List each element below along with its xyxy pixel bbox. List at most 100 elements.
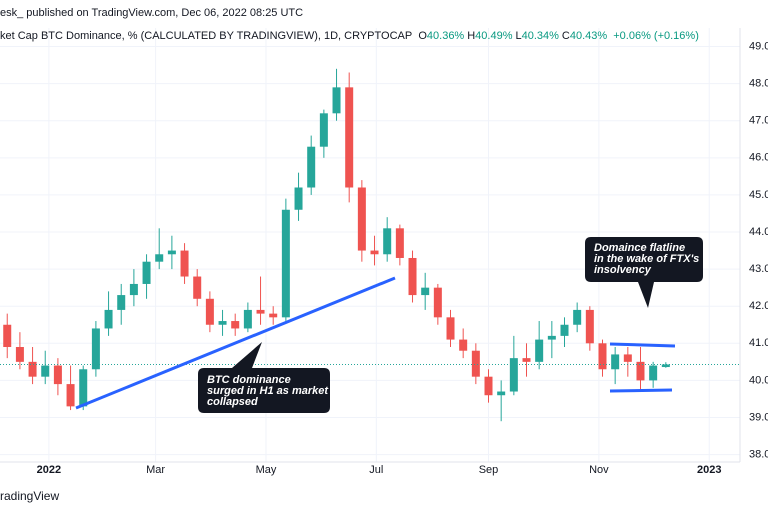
- symbol-title: ket Cap BTC Dominance, % (CALCULATED BY …: [0, 30, 413, 42]
- candle-body: [319, 113, 328, 147]
- ohlc-value: 40.49%: [475, 30, 513, 42]
- annotation-box: [585, 237, 703, 308]
- candle-body: [459, 339, 468, 351]
- annotation-text: insolvency: [594, 264, 652, 276]
- candles: [0, 68, 740, 422]
- y-tick-label: 48.00: [749, 78, 768, 90]
- candle-body: [332, 87, 341, 114]
- y-tick-label: 45.00: [749, 189, 768, 201]
- candle-body: [636, 361, 645, 381]
- candle-body: [497, 391, 506, 396]
- candle-body: [522, 358, 531, 362]
- channel-top: [609, 342, 676, 348]
- candle-body: [623, 354, 632, 362]
- candle-body: [231, 321, 240, 329]
- axes: 38.00 39.00 40.00 41.00 42.00 43.00 44.00 45.00…: [37, 40, 768, 475]
- candle-body: [446, 317, 455, 340]
- annotation: Domaince flatline in the wake of FTX's i…: [585, 237, 703, 308]
- x-tick-label: 2022: [37, 464, 61, 476]
- annotation: BTC dominance surged in H1 as market col…: [198, 342, 330, 413]
- candle-body: [281, 209, 290, 318]
- candle-body: [205, 298, 214, 325]
- candle-body: [180, 250, 189, 277]
- candle-body: [15, 347, 24, 362]
- x-tick-label: May: [256, 464, 277, 476]
- ohlc-value: 40.43%: [569, 30, 608, 42]
- candle-body: [129, 283, 138, 296]
- candle-body: [53, 365, 62, 385]
- candle-body: [433, 287, 442, 318]
- candle-body: [509, 358, 518, 392]
- candle-body: [547, 335, 556, 340]
- y-tick-label: 49.00: [749, 40, 768, 52]
- candle-body: [535, 339, 544, 362]
- candle-body: [218, 321, 227, 325]
- candle-body: [167, 250, 176, 255]
- y-tick-label: 44.00: [749, 226, 768, 238]
- ohlc-label: C: [561, 30, 570, 42]
- candle-body: [3, 324, 12, 348]
- y-tick-label: 39.00: [749, 411, 768, 423]
- candle-body: [243, 309, 252, 329]
- channel-bottom: [609, 388, 673, 393]
- annotation-text: surged in H1 as market: [207, 385, 329, 397]
- candle-body: [661, 364, 670, 368]
- candle-body: [611, 354, 620, 370]
- y-tick-label: 42.00: [749, 300, 768, 312]
- candle-body: [471, 350, 480, 377]
- trend-line: [75, 276, 396, 410]
- candle-body: [395, 228, 404, 258]
- y-tick-label: 38.00: [749, 448, 768, 460]
- candle-body: [117, 295, 126, 310]
- candle-body: [357, 187, 366, 251]
- candle-body: [155, 254, 164, 262]
- candle-body: [256, 309, 265, 314]
- candle-body: [370, 250, 379, 255]
- annotation-text: Domaince flatline: [594, 242, 685, 254]
- candle-body: [484, 376, 493, 396]
- candle-body: [598, 343, 607, 370]
- y-tick-label: 47.00: [749, 115, 768, 127]
- annotation-text: BTC dominance: [207, 374, 291, 386]
- candle-body: [560, 324, 569, 336]
- candle-body: [193, 276, 202, 299]
- annotation-text: collapsed: [207, 396, 258, 408]
- ohlc-value: 40.36%: [426, 30, 465, 42]
- candle-body: [66, 384, 75, 407]
- publisher-line: esk_ published on TradingView.com, Dec 0…: [0, 7, 304, 19]
- candle-body: [585, 309, 594, 344]
- candle-body: [294, 187, 303, 210]
- ohlc-label: L: [515, 30, 522, 42]
- candle-body: [142, 261, 151, 284]
- y-tick-label: 40.00: [749, 374, 768, 386]
- legend-line: ket Cap BTC Dominance, % (CALCULATED BY …: [0, 30, 699, 42]
- candle-body: [573, 309, 582, 325]
- candle-body: [79, 369, 88, 407]
- candle-body: [345, 87, 354, 188]
- x-tick-label: Sep: [479, 464, 499, 476]
- x-tick-label: Nov: [589, 464, 609, 476]
- candle-body: [649, 365, 658, 381]
- annotation-box: [198, 342, 330, 413]
- candle-body: [307, 146, 316, 188]
- ohlc: O40.36% H40.49% L40.34% C40.43%: [418, 30, 610, 42]
- candle-body: [41, 365, 50, 377]
- candle-body: [269, 313, 278, 318]
- y-tick-label: 46.00: [749, 152, 768, 164]
- x-tick-label: Mar: [146, 464, 165, 476]
- ohlc-label: O: [418, 30, 427, 42]
- x-tick-label: Jul: [369, 464, 383, 476]
- y-tick-label: 41.00: [749, 337, 768, 349]
- candle-body: [421, 287, 430, 296]
- candle-body: [383, 228, 392, 255]
- candle-body: [28, 361, 37, 377]
- footer-brand: radingView: [0, 489, 59, 503]
- ohlc-label: H: [467, 30, 476, 42]
- annotation-text: in the wake of FTX's: [594, 253, 699, 265]
- candle-body: [104, 309, 113, 329]
- ohlc-value: 40.34%: [521, 30, 559, 42]
- candle-body: [408, 257, 417, 296]
- change: +0.06% (+0.16%): [613, 30, 699, 42]
